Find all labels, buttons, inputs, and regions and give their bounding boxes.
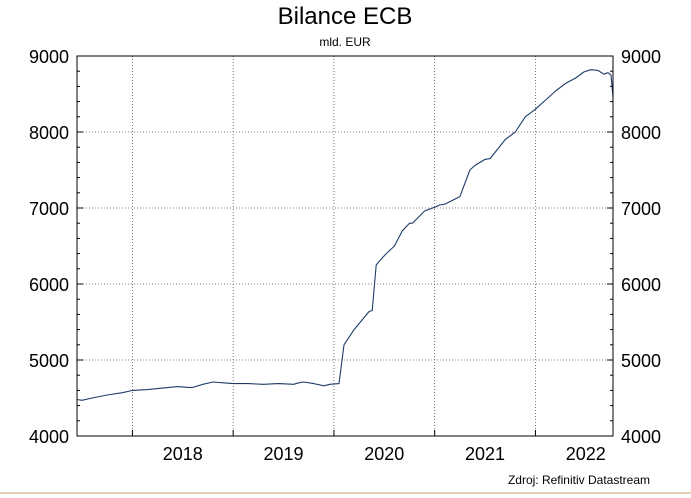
y-tick-label-right: 8000 [621, 123, 661, 143]
x-tick-label: 2019 [264, 444, 304, 464]
x-axis: 2018 2019 2020 2021 2022 [163, 444, 606, 464]
source-note: Zdroj: Refinitiv Datastream [508, 473, 650, 487]
y-tick-label-left: 8000 [29, 123, 69, 143]
grid-lines [77, 56, 613, 436]
axis-ticks [77, 55, 613, 437]
x-tick-label: 2018 [163, 444, 203, 464]
y-tick-label-left: 7000 [29, 199, 69, 219]
x-tick-label: 2020 [364, 444, 404, 464]
y-tick-label-right: 5000 [621, 351, 661, 371]
series-line [76, 69, 614, 401]
y-tick-label-left: 4000 [29, 427, 69, 447]
y-axis-left: 4000 5000 6000 7000 8000 9000 [29, 47, 69, 447]
y-axis-right: 4000 5000 6000 7000 8000 9000 [621, 47, 661, 447]
plot-frame [76, 55, 614, 437]
y-tick-label-left: 5000 [29, 351, 69, 371]
y-tick-label-right: 4000 [621, 427, 661, 447]
y-tick-label-right: 7000 [621, 199, 661, 219]
y-tick-label-left: 9000 [29, 47, 69, 67]
y-tick-label-left: 6000 [29, 275, 69, 295]
y-tick-label-right: 6000 [621, 275, 661, 295]
chart-title: Bilance ECB [278, 3, 413, 30]
chart-subtitle: mld. EUR [319, 35, 371, 49]
series-group [76, 69, 614, 401]
y-tick-label-right: 9000 [621, 47, 661, 67]
x-tick-label: 2022 [566, 444, 606, 464]
x-tick-label: 2021 [465, 444, 505, 464]
